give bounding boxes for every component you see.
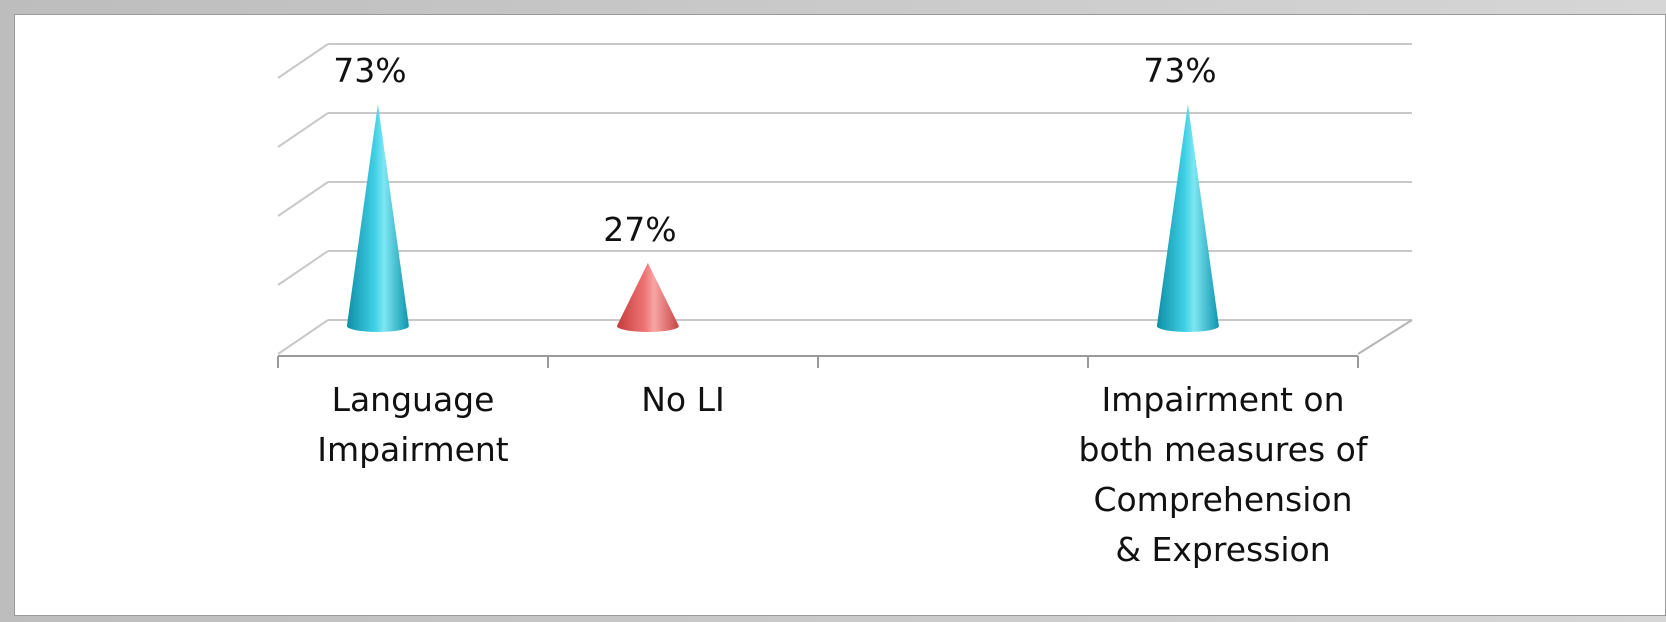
gridline-depth xyxy=(277,112,329,148)
chart-frame xyxy=(14,14,1666,616)
category-label: No LI xyxy=(641,380,725,419)
gridline-depth xyxy=(277,319,329,355)
cone-mark xyxy=(616,262,679,332)
data-label: 73% xyxy=(1143,51,1216,90)
gridlines xyxy=(277,43,1412,355)
gridline-depth xyxy=(277,250,329,286)
cone-mark xyxy=(346,104,409,333)
gridline-depth xyxy=(277,43,329,79)
x-axis xyxy=(277,319,1413,368)
category-label: Language Impairment xyxy=(317,380,509,469)
data-label: 73% xyxy=(333,51,406,90)
gridline-depth xyxy=(277,181,329,217)
floor-edge xyxy=(1357,319,1413,355)
cone-mark xyxy=(1156,104,1219,333)
cone-3 xyxy=(1156,104,1219,333)
cone-0 xyxy=(346,104,409,333)
data-label: 27% xyxy=(603,210,676,249)
cones: 73% 27% 73% xyxy=(333,51,1219,333)
cone-1 xyxy=(616,262,679,332)
category-label: Impairment on both measures of Comprehen… xyxy=(1078,380,1368,569)
